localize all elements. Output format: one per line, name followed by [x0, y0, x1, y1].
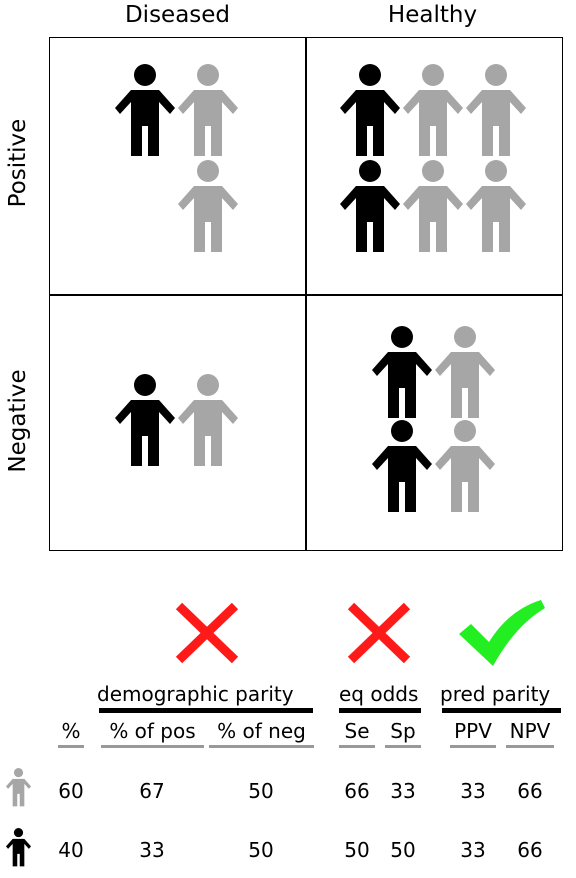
cell-black-pct-neg: 50 [248, 838, 274, 862]
person-icon-black-legend [6, 828, 31, 867]
underline-npv [506, 745, 554, 748]
check-icon [459, 600, 545, 666]
grid-divider-horizontal [49, 294, 563, 296]
person-icon-black [340, 64, 400, 156]
person-icon-black [372, 326, 432, 418]
group-bar-eq-odds [339, 708, 421, 713]
cell-black-npv: 66 [517, 838, 543, 862]
person-icon-gray [466, 64, 526, 156]
cell-gray-sp: 33 [390, 779, 416, 803]
group-label-pred-parity: pred parity [440, 682, 551, 706]
person-icon-black [340, 160, 400, 252]
person-icon-gray [435, 326, 495, 418]
row-header-negative: Negative [5, 369, 31, 473]
cross-icon [175, 602, 239, 664]
column-label-se: Se [344, 719, 370, 743]
column-label-pct: % [61, 719, 81, 743]
group-bar-pred-parity [442, 708, 561, 713]
person-icon-gray [403, 160, 463, 252]
person-icon-gray [178, 64, 238, 156]
cell-gray-npv: 66 [517, 779, 543, 803]
column-label-ppv: PPV [454, 719, 492, 743]
person-icon-gray-legend [6, 768, 31, 807]
person-icon-black [115, 374, 175, 466]
cell-black-pct: 40 [58, 838, 84, 862]
person-icon-gray [435, 420, 495, 512]
cell-gray-pct-pos: 67 [139, 779, 165, 803]
underline-pct-pos [101, 745, 204, 748]
column-label-sp: Sp [390, 719, 416, 743]
cell-black-ppv: 33 [460, 838, 486, 862]
group-label-eq-odds: eq odds [339, 682, 419, 706]
column-label-pct-pos: % of pos [109, 719, 196, 743]
cell-black-sp: 50 [390, 838, 416, 862]
underline-sp [385, 745, 421, 748]
column-label-pct-neg: % of neg [217, 719, 306, 743]
column-header-healthy: Healthy [387, 2, 478, 28]
row-header-positive: Positive [5, 118, 31, 208]
underline-se [339, 745, 375, 748]
cell-gray-ppv: 33 [460, 779, 486, 803]
column-label-npv: NPV [509, 719, 551, 743]
group-bar-demographic [99, 708, 313, 713]
person-icon-gray [403, 64, 463, 156]
person-icon-black [115, 64, 175, 156]
underline-ppv [450, 745, 496, 748]
underline-pct-neg [209, 745, 314, 748]
underline-pct [58, 745, 84, 748]
cell-black-pct-pos: 33 [139, 838, 165, 862]
person-icon-gray [178, 374, 238, 466]
person-icon-black [372, 420, 432, 512]
person-icon-gray [178, 160, 238, 252]
cross-icon [347, 602, 411, 664]
group-label-demographic-parity: demographic parity [97, 682, 294, 706]
person-icon-gray [466, 160, 526, 252]
cell-black-se: 50 [344, 838, 370, 862]
cell-gray-pct: 60 [58, 779, 84, 803]
column-header-diseased: Diseased [124, 2, 231, 28]
cell-gray-pct-neg: 50 [248, 779, 274, 803]
cell-gray-se: 66 [344, 779, 370, 803]
